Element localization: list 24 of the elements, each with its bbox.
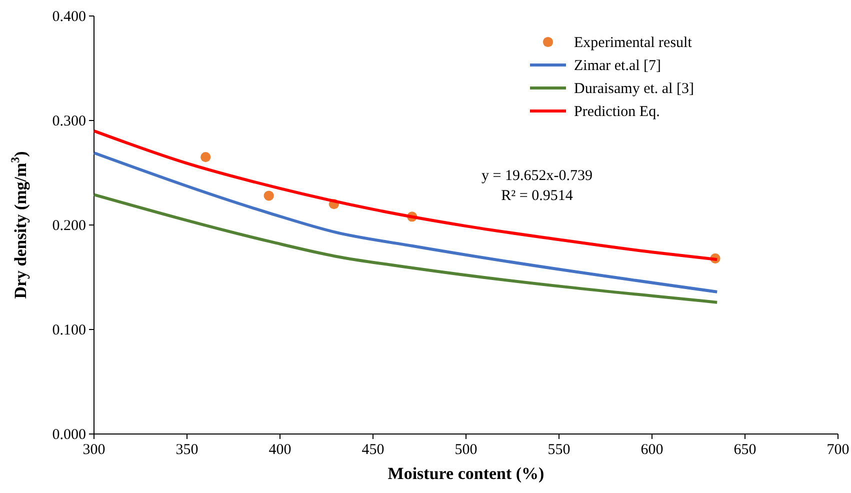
y-tick-label: 0.400 [52, 9, 86, 25]
x-tick-label: 700 [826, 442, 850, 458]
x-tick-label: 650 [734, 442, 756, 458]
legend-label: Duraisamy et. al [3] [574, 81, 694, 97]
x-tick-label: 450 [362, 442, 384, 458]
annotation: R² = 0.9514 [501, 188, 574, 204]
annotation: y = 19.652x-0.739 [482, 168, 592, 184]
legend-label: Prediction Eq. [574, 104, 660, 120]
legend-label: Zimar et.al [7] [574, 58, 662, 74]
x-tick-label: 550 [548, 442, 570, 458]
x-tick-label: 600 [640, 442, 664, 458]
point [200, 152, 211, 162]
y-tick-label: 0.000 [52, 427, 86, 443]
legend-label: Experimental result [574, 35, 693, 51]
point [264, 190, 274, 201]
y-tick-label: 0.300 [52, 114, 86, 130]
line-series [92, 151, 719, 294]
y-tick-label: 0.200 [52, 218, 86, 234]
x-axis-title: Moisture content (%) [388, 464, 544, 483]
x-tick-label: 400 [268, 442, 292, 458]
x-tick-label: 300 [82, 442, 106, 458]
x-tick-label: 500 [454, 442, 478, 458]
y-tick-label: 0.100 [52, 322, 86, 338]
x-tick-label: 350 [176, 442, 198, 458]
